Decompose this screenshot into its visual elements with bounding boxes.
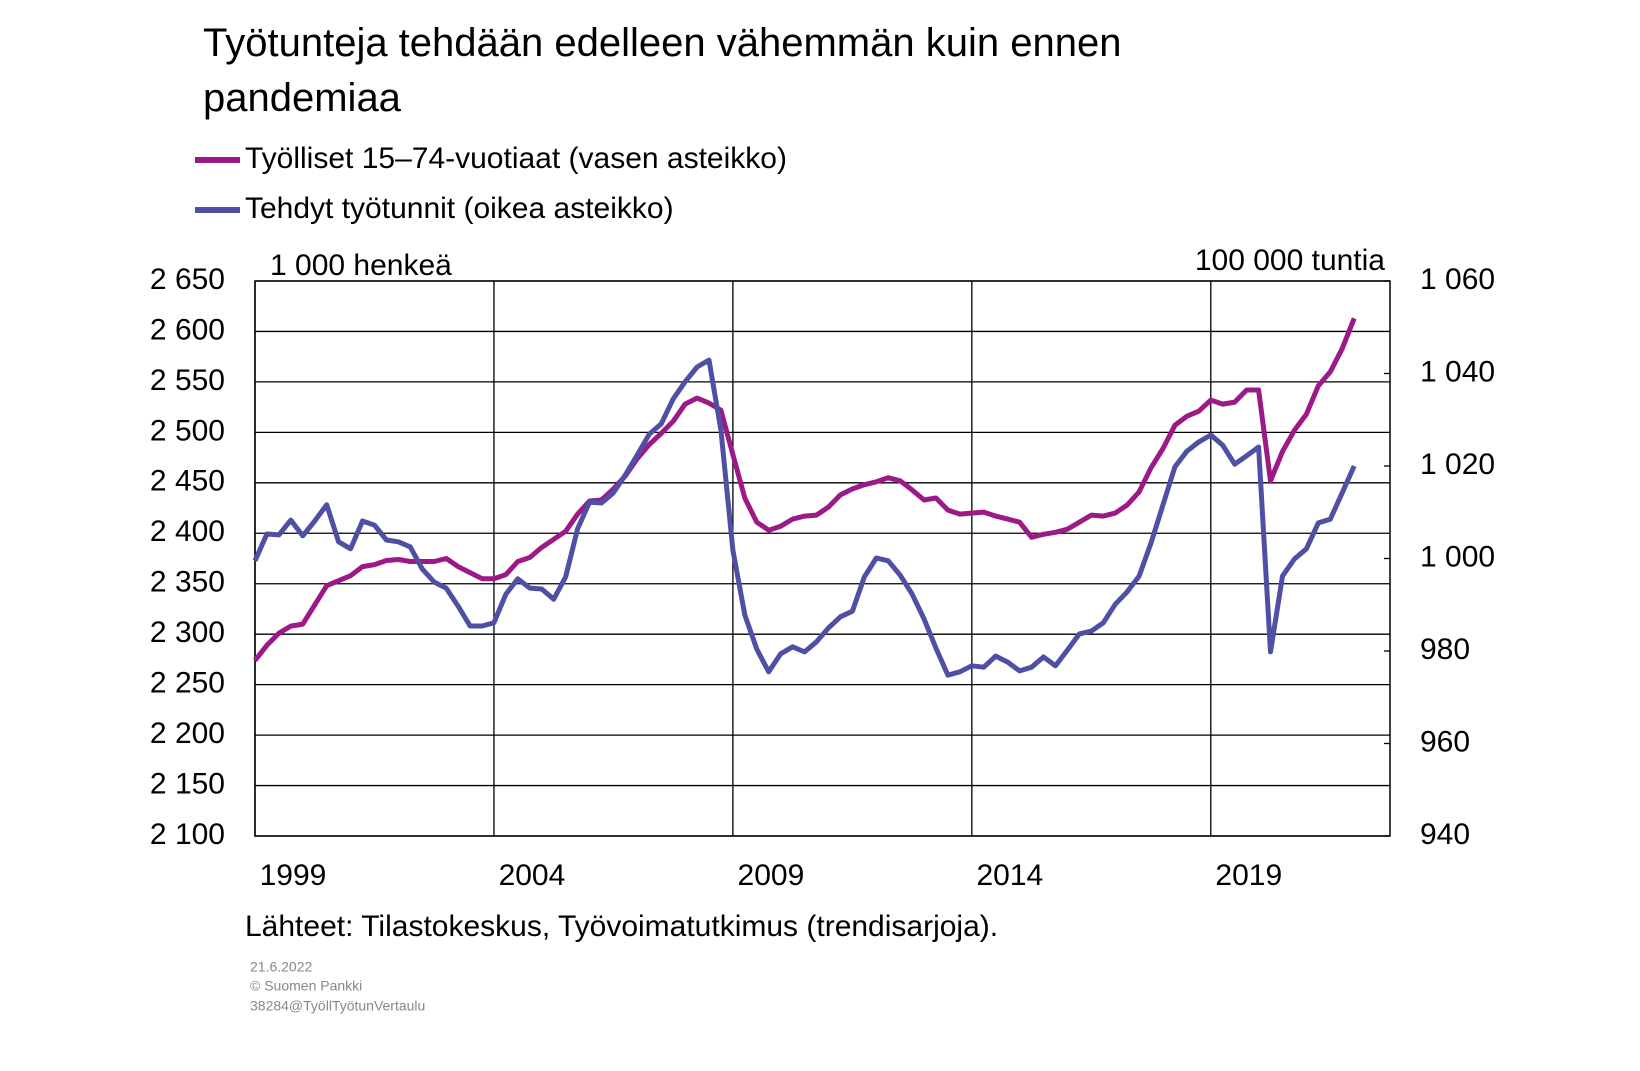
legend-label: Tehdyt työtunnit (oikea asteikko): [245, 192, 674, 225]
y2-tick-label: 980: [1420, 633, 1470, 666]
x-tick-label: 1999: [260, 859, 327, 892]
footer-id: 38284@TyöllTyötunVertaulu: [250, 998, 425, 1014]
y2-tick-label: 1 000: [1420, 540, 1495, 573]
y-tick-label: 2 600: [150, 313, 225, 346]
chart-title: Työtunteja tehdään edelleen vähemmän kui…: [203, 21, 1121, 120]
x-tick-label: 2004: [499, 859, 566, 892]
y-tick-label: 2 450: [150, 465, 225, 498]
footer-copyright: © Suomen Pankki: [250, 978, 362, 994]
title-line: pandemiaa: [203, 76, 402, 120]
y-tick-label: 2 250: [150, 667, 225, 700]
chart-title: Työtunteja tehdään edelleen vähemmän kui…: [203, 21, 1121, 120]
y-tick-label: 2 100: [150, 818, 225, 851]
y-tick-label: 2 550: [150, 364, 225, 397]
legend-label: Työlliset 15–74-vuotiaat (vasen asteikko…: [245, 142, 787, 175]
x-tick-label: 2014: [976, 859, 1043, 892]
x-tick-label: 2009: [738, 859, 805, 892]
y-tick-label: 2 650: [150, 263, 225, 296]
y2-tick-label: 960: [1420, 725, 1470, 758]
y2-tick-label: 1 060: [1420, 263, 1495, 296]
y-tick-label: 2 200: [150, 717, 225, 750]
y-tick-label: 2 300: [150, 616, 225, 649]
title-line: Työtunteja tehdään edelleen vähemmän kui…: [203, 21, 1121, 65]
y2-tick-label: 1 040: [1420, 355, 1495, 388]
y2-tick-label: 940: [1420, 818, 1470, 851]
source-note: Lähteet: Tilastokeskus, Työvoimatutkimus…: [245, 910, 998, 943]
footer-date: 21.6.2022: [250, 959, 312, 975]
y-tick-label: 2 150: [150, 767, 225, 800]
x-tick-label: 2019: [1215, 859, 1282, 892]
y-axis-unit: 1 000 henkeä: [270, 249, 452, 282]
y2-axis-unit: 100 000 tuntia: [1195, 244, 1385, 277]
y-tick-label: 2 350: [150, 566, 225, 599]
y-tick-label: 2 500: [150, 414, 225, 447]
y-tick-label: 2 400: [150, 515, 225, 548]
y2-tick-label: 1 020: [1420, 448, 1495, 481]
series-line: [253, 317, 1357, 662]
series-line: [252, 357, 1357, 678]
